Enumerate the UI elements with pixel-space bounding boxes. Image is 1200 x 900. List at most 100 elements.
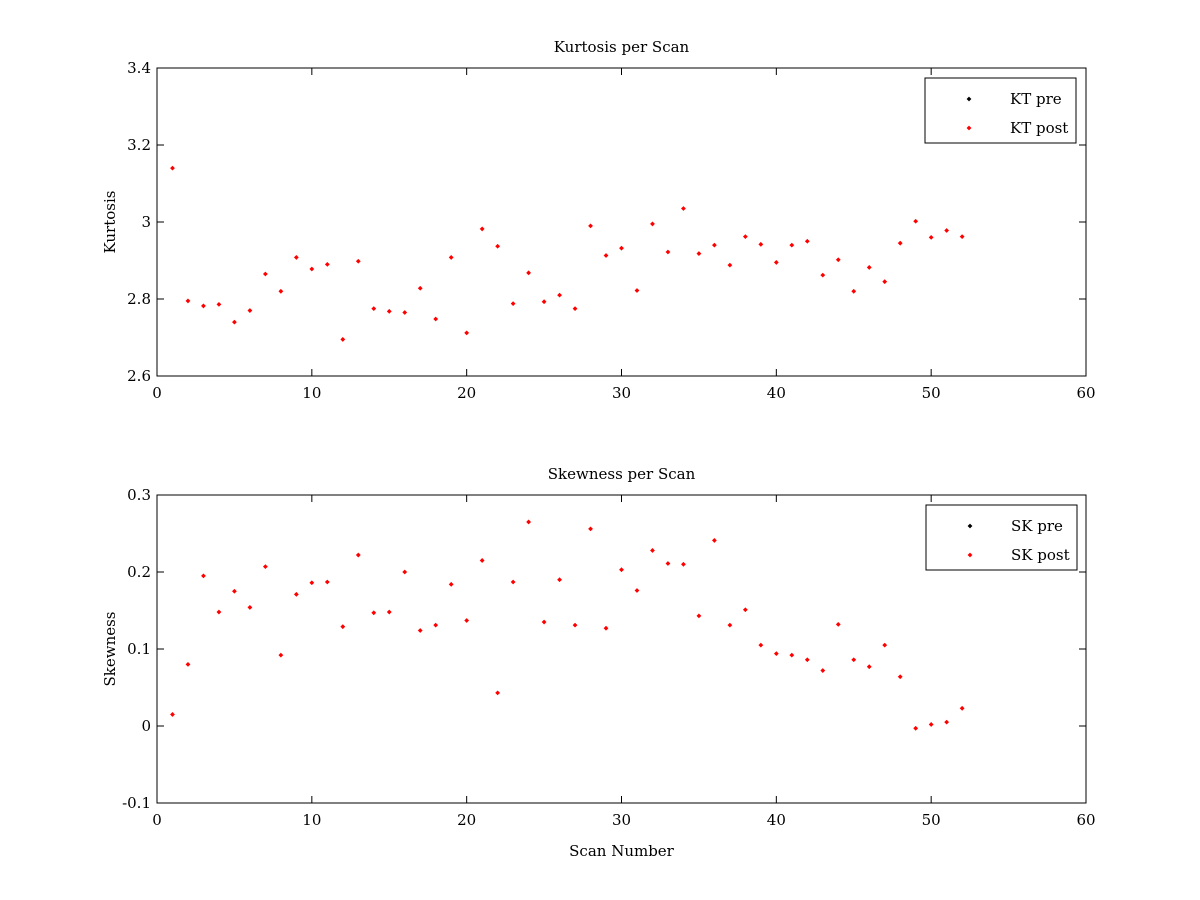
y-tick-label: 0.1 [127,640,151,658]
data-point [448,255,454,260]
data-point [820,272,826,278]
data-point [324,579,330,585]
data-point [789,242,795,248]
data-point [665,561,671,566]
legend-marker [966,96,972,102]
legend-box [925,504,1078,571]
data-point [510,301,516,307]
data-point [557,577,562,583]
data-point [650,548,655,553]
legend: KT pre KT post [924,77,1077,144]
data-point [278,652,284,658]
legend-marker [967,523,973,529]
data-point [448,581,454,587]
data-point [634,288,640,293]
data-point [851,657,857,663]
data-point [804,657,810,663]
data-point [712,538,717,543]
data-point [185,662,191,667]
data-point [464,330,470,336]
y-tick-label: 0.3 [127,486,151,504]
y-tick-label: -0.1 [122,794,151,812]
x-tick-label: 40 [767,384,786,402]
kurtosis-panel: 0 10 20 30 40 50 60 2.6 2.8 3 3.2 3.4 Kurtosis per S… [101,38,1096,402]
data-point [913,218,919,224]
y-tick-label: 0.2 [127,563,151,581]
data-point [386,308,392,314]
data-point [897,674,903,680]
series-1 [170,519,965,731]
data-point [340,337,346,342]
data-point [712,242,717,248]
data-point [681,206,686,211]
data-point [201,573,206,579]
y-tick-label: 3 [141,213,151,231]
legend-entry: KT post [1010,119,1068,137]
data-point [309,580,315,586]
y-tick-label: 2.8 [127,290,151,308]
data-point [541,619,547,625]
data-point [928,722,934,727]
chart-title: Kurtosis per Scan [554,38,690,56]
data-point [804,238,810,244]
data-point [619,567,624,573]
data-point [371,306,377,312]
x-tick-label: 10 [302,811,321,829]
legend-marker [967,552,973,558]
data-point [386,609,392,615]
y-tick-label: 2.6 [127,367,151,385]
y-tick-label: 0 [141,717,151,735]
data-point [293,255,299,260]
data-point [309,266,315,272]
data-point [866,265,872,270]
data-point [526,270,531,276]
data-point [650,221,655,227]
data-point [696,251,702,256]
data-point [355,258,361,264]
x-tick-label: 10 [302,384,321,402]
legend-entry: SK post [1011,546,1070,564]
data-point [495,690,501,696]
data-point [278,288,284,294]
data-point [959,234,965,240]
data-point [371,610,377,616]
chart-title: Skewness per Scan [548,465,696,483]
data-point [882,642,888,648]
data-point [835,621,841,627]
data-point [557,292,562,298]
data-point [495,243,501,249]
series-1 [170,165,965,342]
legend-entry: SK pre [1011,517,1063,535]
data-point [510,579,516,585]
data-point [634,588,640,593]
data-point [588,526,593,532]
data-point [262,564,268,570]
data-point [324,261,330,267]
data-point [681,561,686,567]
data-point [201,303,206,309]
data-point [402,569,408,575]
data-point [913,725,919,731]
data-point [572,306,578,312]
data-point [340,624,346,630]
data-point [758,642,764,648]
legend: SK pre SK post [925,504,1078,571]
data-point [696,613,702,619]
y-tick-label: 3.4 [127,59,151,77]
legend-box [924,77,1077,144]
data-point [835,257,841,263]
data-point [665,249,671,255]
data-point [293,591,299,597]
data-point [773,651,779,657]
data-point [619,245,624,251]
data-point [959,705,965,711]
data-point [417,628,423,633]
data-point [789,652,795,658]
data-point [247,605,253,610]
x-tick-label: 50 [922,384,941,402]
data-point [773,260,779,265]
data-point [464,618,470,623]
data-point [603,625,609,631]
data-point [727,622,733,628]
